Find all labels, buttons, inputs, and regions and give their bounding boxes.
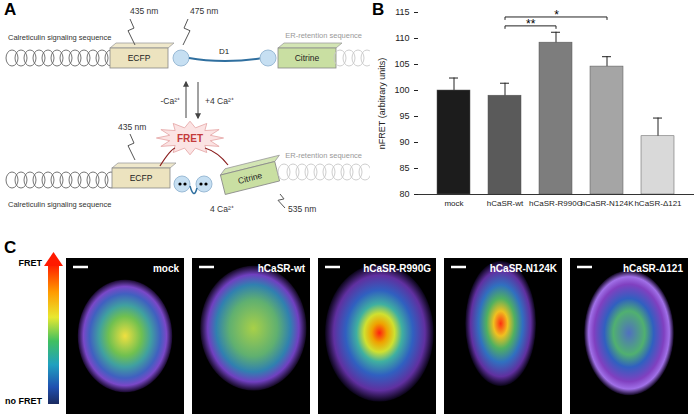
- svg-text:105: 105: [394, 59, 409, 69]
- svg-text:110: 110: [395, 33, 409, 43]
- svg-text:nFRET (arbitrary units): nFRET (arbitrary units): [377, 58, 387, 149]
- svg-text:mock: mock: [444, 199, 464, 208]
- svg-text:100: 100: [394, 85, 409, 95]
- svg-text:85: 85: [399, 163, 409, 173]
- svg-text:hCaSR-N124K: hCaSR-N124K: [581, 199, 635, 208]
- svg-text:475 nm: 475 nm: [190, 6, 218, 16]
- html-text:C: C: [4, 238, 17, 257]
- html-text:A: A: [4, 0, 17, 19]
- svg-text:435 nm: 435 nm: [130, 6, 158, 16]
- svg-text:535 nm: 535 nm: [288, 204, 316, 214]
- svg-text:4 Ca²⁺: 4 Ca²⁺: [210, 204, 234, 214]
- svg-text:hCaSR-Δ121: hCaSR-Δ121: [634, 199, 682, 208]
- svg-text:mock: mock: [153, 263, 180, 274]
- svg-text:hCaSR-Δ121: hCaSR-Δ121: [623, 263, 683, 274]
- svg-text:ECFP: ECFP: [130, 173, 153, 183]
- svg-text:**: **: [526, 17, 536, 31]
- svg-text:Citrine: Citrine: [295, 53, 320, 63]
- svg-text:80: 80: [399, 189, 409, 199]
- svg-text:*: *: [554, 8, 559, 22]
- svg-text:hCaSR-wt: hCaSR-wt: [258, 263, 306, 274]
- svg-text:FRET: FRET: [177, 133, 203, 144]
- html-text:B: B: [372, 0, 385, 19]
- svg-text:Calreticulin signaling sequenc: Calreticulin signaling sequence: [8, 33, 111, 42]
- svg-text:90: 90: [399, 137, 409, 147]
- svg-text:FRET: FRET: [19, 258, 43, 268]
- svg-text:95: 95: [399, 111, 409, 121]
- svg-text:D1: D1: [219, 47, 230, 56]
- svg-text:hCaSR-R990G: hCaSR-R990G: [363, 263, 431, 274]
- svg-text:hCaSR-R990G: hCaSR-R990G: [529, 199, 583, 208]
- svg-text:ER-retention sequence: ER-retention sequence: [285, 31, 362, 40]
- svg-text:hCaSR-wt: hCaSR-wt: [487, 199, 524, 208]
- svg-text:115: 115: [395, 7, 409, 17]
- svg-text:hCaSR-N124K: hCaSR-N124K: [490, 263, 558, 274]
- svg-text:-Ca²⁺: -Ca²⁺: [160, 96, 180, 106]
- svg-text:ER-retention sequence: ER-retention sequence: [285, 151, 362, 160]
- svg-text:435 nm: 435 nm: [118, 122, 146, 132]
- svg-text:no FRET: no FRET: [5, 396, 42, 406]
- svg-text:Calreticulin signaling sequenc: Calreticulin signaling sequence: [8, 200, 111, 209]
- svg-text:ECFP: ECFP: [128, 53, 151, 63]
- svg-text:+4 Ca²⁺: +4 Ca²⁺: [205, 96, 234, 106]
- svg-text:Citrine: Citrine: [237, 170, 264, 186]
